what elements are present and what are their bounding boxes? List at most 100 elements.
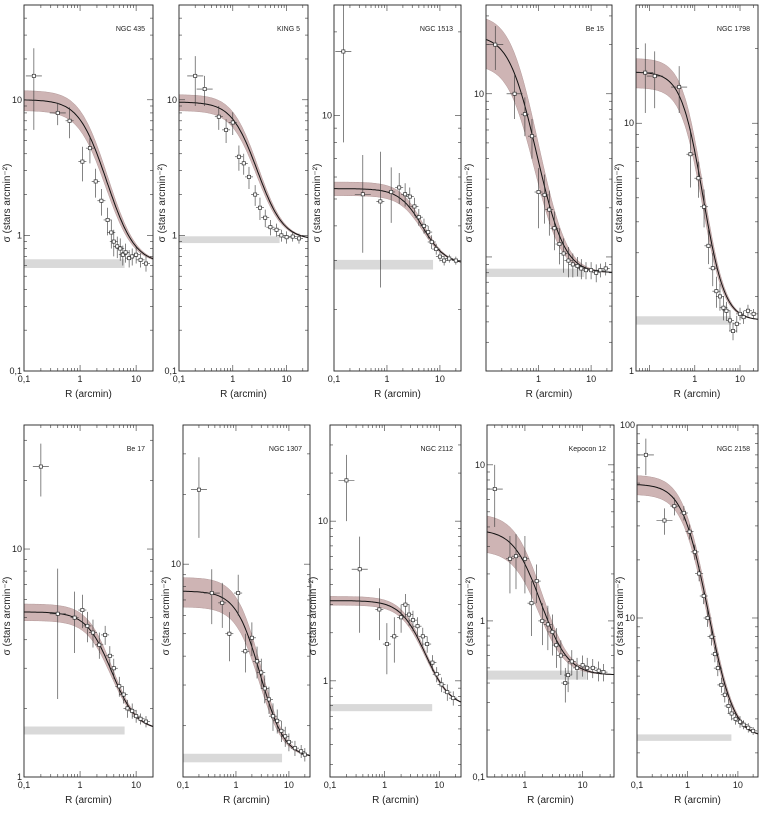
- data-point: [187, 56, 204, 106]
- data-point: [113, 236, 122, 259]
- data-point: [578, 655, 587, 677]
- data-point: [234, 574, 243, 616]
- data-point: [247, 622, 256, 657]
- panel-title: NGC 2112: [420, 446, 453, 453]
- data-point-marker: [746, 308, 750, 313]
- data-point-marker: [67, 118, 72, 123]
- data-point: [190, 457, 207, 538]
- data-point: [119, 686, 128, 704]
- data-point-marker: [103, 632, 108, 637]
- king-profile-fit-line: [183, 590, 310, 757]
- data-point-marker: [290, 234, 295, 239]
- data-point: [32, 443, 49, 497]
- data-point: [395, 173, 404, 204]
- data-point-marker: [415, 624, 420, 629]
- x-tick-label: 1: [384, 374, 389, 384]
- y-axis-label: σ (stars arcmin⁻²): [157, 164, 168, 243]
- data-point: [717, 677, 726, 693]
- data-point-marker: [585, 665, 590, 670]
- data-point-marker: [437, 254, 442, 259]
- panel-plot-area: [24, 48, 153, 272]
- data-point-marker: [120, 252, 125, 257]
- y-tick-label: 10: [322, 110, 332, 120]
- panel-title: NGC 2158: [717, 446, 750, 453]
- data-point-marker: [105, 217, 110, 222]
- panel-frame: [23, 424, 154, 778]
- panel-10: 0,1 1 10 10 100 NGC 2158 R (arcmin) σ (stars ar…: [615, 420, 759, 806]
- data-point-marker: [416, 215, 421, 220]
- panel-frame: [23, 4, 154, 372]
- data-point-marker: [724, 308, 729, 313]
- data-point-marker: [425, 642, 430, 646]
- data-point-marker: [712, 652, 717, 657]
- data-point-marker: [80, 608, 85, 612]
- data-point-marker: [590, 665, 595, 670]
- data-point: [390, 617, 399, 663]
- data-point-marker: [389, 190, 394, 194]
- data-point-marker: [453, 258, 458, 263]
- data-point-marker: [561, 251, 566, 256]
- data-point: [559, 238, 568, 273]
- data-point-marker: [247, 174, 251, 179]
- data-point-marker: [293, 746, 297, 751]
- data-point: [241, 633, 250, 673]
- x-tick-label: 10: [284, 780, 294, 790]
- x-tick-label: 0,1: [631, 780, 644, 790]
- panel-plot-area: [330, 454, 461, 712]
- data-point: [637, 43, 654, 113]
- data-point-marker: [196, 487, 201, 492]
- data-point: [387, 167, 396, 223]
- data-point: [520, 97, 529, 137]
- data-point: [123, 699, 132, 718]
- data-point-marker: [144, 719, 148, 724]
- data-point: [397, 604, 406, 633]
- data-point-marker: [729, 711, 734, 716]
- king-profile-fit-line: [334, 188, 461, 263]
- data-point-marker: [447, 256, 452, 261]
- data-point: [405, 604, 414, 627]
- data-point: [335, 5, 352, 143]
- axis-ticks: [178, 4, 308, 372]
- data-point-marker: [377, 607, 382, 612]
- model-uncertainty-band: [334, 181, 461, 263]
- background-level-band: [183, 753, 283, 763]
- panel-3: 0,1 1 10 10 NGC 1513 R (arcmin) σ (stars arcmi…: [312, 4, 462, 400]
- data-point-marker: [85, 623, 90, 628]
- data-point-marker: [407, 612, 412, 617]
- data-point: [277, 720, 286, 743]
- data-point-marker: [722, 692, 727, 697]
- model-uncertainty-band: [636, 58, 758, 320]
- data-point-marker: [557, 242, 562, 246]
- x-tick-label: 0,1: [18, 374, 31, 384]
- panel-title: NGC 1307: [269, 446, 302, 453]
- data-point: [695, 566, 704, 582]
- data-point: [49, 102, 66, 126]
- data-point: [338, 454, 355, 522]
- x-tick-label: 1: [685, 780, 690, 790]
- axis-ticks: [487, 425, 614, 778]
- data-point: [699, 588, 708, 605]
- data-point-marker: [279, 728, 284, 733]
- y-axis-label: σ (stars arcmin⁻²): [2, 164, 13, 243]
- data-point-marker: [341, 49, 346, 54]
- data-point-marker: [580, 663, 585, 668]
- data-point-marker: [603, 266, 608, 271]
- data-point: [83, 611, 92, 643]
- axis-ticks: [635, 4, 758, 372]
- data-point: [601, 262, 610, 276]
- x-tick-label: 10: [578, 780, 588, 790]
- data-point-marker: [547, 207, 552, 212]
- data-point: [556, 640, 565, 676]
- panel-plot-area: [487, 464, 614, 703]
- data-point-marker: [445, 690, 450, 695]
- data-point-marker: [594, 270, 599, 275]
- data-point: [686, 128, 695, 188]
- y-axis-label: σ (stars arcmin⁻²): [615, 577, 626, 656]
- data-point-marker: [262, 686, 267, 691]
- data-point-marker: [751, 728, 756, 733]
- data-point-marker: [360, 192, 365, 197]
- panel-plot-area: [486, 18, 612, 283]
- data-point-marker: [125, 706, 130, 711]
- x-tick-label: 10: [131, 374, 141, 384]
- data-point-marker: [536, 190, 541, 194]
